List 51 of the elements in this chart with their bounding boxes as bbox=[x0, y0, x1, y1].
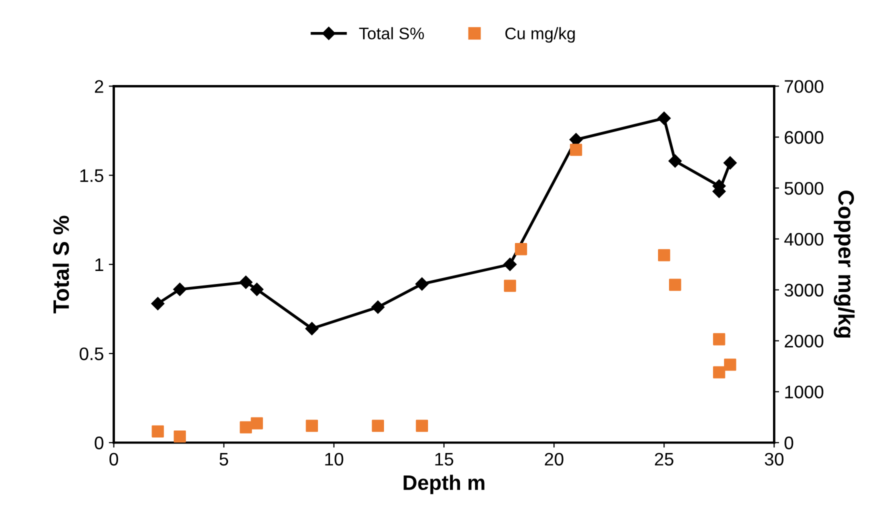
x-tick-label: 20 bbox=[544, 452, 564, 466]
x-tick-label: 0 bbox=[109, 452, 118, 466]
point bbox=[514, 243, 528, 256]
y-tick-label: 1.5 bbox=[80, 169, 104, 182]
x-tick-label: 30 bbox=[764, 452, 784, 466]
legend-label: Cu mg/kg bbox=[505, 27, 575, 43]
y2-tick-label: 5000 bbox=[784, 182, 824, 195]
point bbox=[713, 333, 726, 346]
point bbox=[415, 277, 429, 291]
point bbox=[713, 366, 726, 378]
point bbox=[151, 297, 164, 310]
point bbox=[416, 420, 428, 432]
y2-tick-label: 3000 bbox=[784, 284, 824, 297]
point bbox=[250, 417, 263, 430]
y2-tick-label: 1000 bbox=[785, 386, 824, 398]
y2-axis-title: Copper mg/kg bbox=[834, 190, 855, 338]
x-axis-title: Depth m bbox=[404, 474, 484, 494]
point bbox=[724, 156, 737, 170]
y2-tick-label: 7000 bbox=[784, 80, 824, 93]
point bbox=[152, 425, 164, 438]
y-tick-label: 1 bbox=[95, 258, 104, 271]
x-tick-label: 15 bbox=[435, 453, 454, 466]
y2-tick-label: 2000 bbox=[784, 334, 824, 348]
point bbox=[239, 276, 252, 289]
point bbox=[658, 249, 670, 262]
point bbox=[724, 358, 736, 371]
y-tick-label: 0 bbox=[94, 436, 104, 450]
point bbox=[250, 282, 264, 296]
point bbox=[306, 420, 318, 432]
point bbox=[372, 420, 384, 432]
y2-tick-label: 4000 bbox=[784, 232, 824, 246]
point bbox=[173, 282, 186, 296]
point bbox=[570, 144, 582, 156]
point bbox=[503, 258, 517, 271]
legend-label: Total S% bbox=[359, 27, 424, 40]
y-axis-title: Total S % bbox=[52, 216, 70, 314]
point bbox=[504, 280, 516, 292]
y-tick-label: 0.5 bbox=[80, 347, 104, 360]
point bbox=[657, 112, 671, 125]
x-tick-label: 25 bbox=[654, 452, 674, 466]
x-tick-label: 10 bbox=[325, 452, 344, 466]
point bbox=[668, 154, 682, 168]
y2-tick-label: 0 bbox=[784, 436, 794, 450]
x-tick-label: 5 bbox=[220, 453, 228, 466]
point bbox=[305, 322, 318, 336]
point bbox=[240, 421, 252, 434]
point bbox=[669, 278, 682, 291]
y-tick-label: 2 bbox=[94, 80, 104, 93]
point bbox=[174, 430, 186, 443]
y2-tick-label: 6000 bbox=[784, 131, 824, 144]
point bbox=[371, 300, 385, 314]
